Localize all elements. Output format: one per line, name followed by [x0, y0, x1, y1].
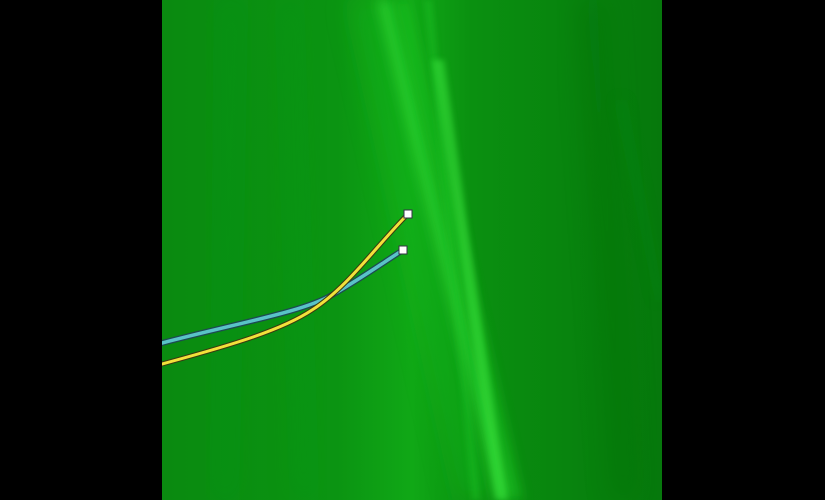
image-viewport: [162, 0, 662, 500]
light-streaks: [217, 0, 662, 500]
yellow-guide-path[interactable]: [162, 209, 413, 367]
teal-path-handle[interactable]: [398, 245, 408, 255]
green-scene: [162, 0, 662, 500]
yellow-path-handle[interactable]: [403, 209, 413, 219]
